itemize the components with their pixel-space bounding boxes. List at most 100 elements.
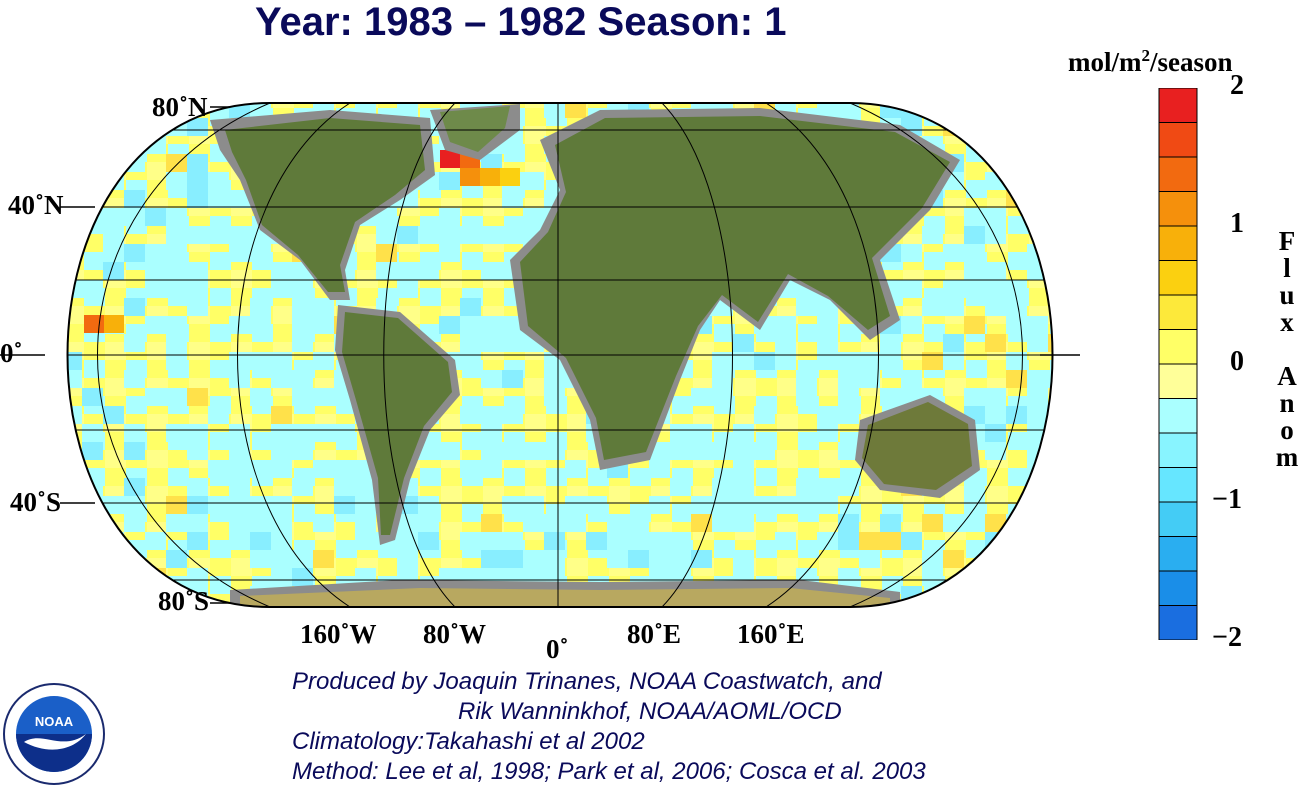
ocean-cell xyxy=(1006,406,1027,424)
ocean-cell xyxy=(439,226,460,244)
ocean-cell xyxy=(103,262,124,280)
ocean-cell xyxy=(82,118,103,136)
ocean-cell xyxy=(1069,334,1090,352)
ocean-cell xyxy=(838,370,859,388)
ocean-cell xyxy=(775,352,796,370)
ocean-cell xyxy=(208,496,229,514)
ocean-cell xyxy=(607,550,628,568)
colorbar-title-letter: F xyxy=(1278,226,1296,256)
colorbar-segment xyxy=(1158,122,1198,158)
ocean-cell xyxy=(1006,568,1027,586)
ocean-cell xyxy=(817,334,838,352)
ocean-cell xyxy=(544,388,565,406)
colorbar-title-letter: o xyxy=(1280,415,1294,445)
ocean-cell xyxy=(670,532,691,550)
ocean-cell xyxy=(523,208,544,226)
colorbar-segment xyxy=(1158,432,1198,468)
ocean-cell xyxy=(481,424,502,442)
ocean-cell xyxy=(880,532,901,550)
ocean-cell xyxy=(187,280,208,298)
ocean-cell xyxy=(40,298,61,316)
ocean-cell xyxy=(670,550,691,568)
ocean-cell xyxy=(1006,532,1027,550)
north-america-land xyxy=(225,118,425,292)
ocean-cell xyxy=(166,262,187,280)
ocean-cell xyxy=(712,514,733,532)
colorbar-title-letter: n xyxy=(1279,388,1295,418)
colorbar-segment xyxy=(1158,329,1198,365)
ocean-cell xyxy=(754,406,775,424)
ocean-cell xyxy=(817,352,838,370)
ocean-cell xyxy=(82,442,103,460)
greenland-land xyxy=(440,106,510,152)
ocean-cell xyxy=(145,244,166,262)
ocean-cell xyxy=(817,406,838,424)
ocean-cell xyxy=(103,550,124,568)
colorbar-tick-0: 0 xyxy=(1230,346,1244,377)
ocean-cell xyxy=(271,496,292,514)
ocean-cell xyxy=(1048,226,1053,244)
units-tail: /season xyxy=(1150,47,1233,77)
ocean-cell xyxy=(187,496,208,514)
logo-text: NOAA xyxy=(35,714,74,729)
colorbar xyxy=(1158,88,1198,640)
ocean-cell xyxy=(166,280,187,298)
ocean-hotspot-cell xyxy=(480,168,500,186)
ocean-cell xyxy=(880,334,901,352)
ocean-cell xyxy=(1006,604,1027,607)
ocean-cell xyxy=(82,280,103,298)
ocean-cell xyxy=(292,442,313,460)
ocean-cell xyxy=(229,496,250,514)
ocean-cell xyxy=(796,478,817,496)
ocean-cell xyxy=(271,550,292,568)
ocean-cell xyxy=(229,352,250,370)
lon-label-160e: 160˚E xyxy=(737,619,805,649)
ocean-cell xyxy=(649,460,670,478)
ocean-cell xyxy=(40,172,61,190)
ocean-cell xyxy=(544,532,565,550)
ocean-cell xyxy=(82,568,103,586)
ocean-cell xyxy=(40,244,61,262)
ocean-cell xyxy=(1069,316,1090,334)
ocean-cell xyxy=(250,352,271,370)
ocean-cell xyxy=(754,442,775,460)
ocean-cell xyxy=(1027,550,1048,568)
ocean-cell xyxy=(985,280,1006,298)
lat-label-80n: 80˚N xyxy=(152,92,208,122)
ocean-cell xyxy=(292,424,313,442)
ocean-cell xyxy=(229,424,250,442)
ocean-cell xyxy=(502,532,523,550)
ocean-cell xyxy=(166,496,187,514)
ocean-cell xyxy=(271,424,292,442)
ocean-cell xyxy=(229,478,250,496)
ocean-cell xyxy=(376,226,397,244)
units-sup: 2 xyxy=(1141,46,1151,65)
ocean-cell xyxy=(124,190,145,208)
ocean-cell xyxy=(124,208,145,226)
ocean-cell xyxy=(1027,514,1048,532)
ocean-cell xyxy=(40,568,61,586)
ocean-cell xyxy=(1069,262,1090,280)
ocean-cell xyxy=(355,568,376,586)
ocean-cell xyxy=(817,496,838,514)
ocean-cell xyxy=(103,604,124,607)
lon-label-80e: 80˚E xyxy=(627,619,681,649)
colorbar-segment xyxy=(1158,191,1198,227)
colorbar-segment xyxy=(1158,467,1198,503)
ocean-cell xyxy=(187,190,208,208)
ocean-cell xyxy=(1027,103,1048,118)
colorbar-segment xyxy=(1158,536,1198,572)
ocean-cell xyxy=(103,226,124,244)
ocean-cell xyxy=(166,172,187,190)
ocean-cell xyxy=(397,514,418,532)
ocean-cell xyxy=(313,388,334,406)
colorbar-units: mol/m2/season xyxy=(1068,46,1233,78)
ocean-cell xyxy=(82,388,103,406)
ocean-cell xyxy=(1048,496,1053,514)
lon-label-0: 0˚ xyxy=(546,634,569,664)
ocean-cell xyxy=(502,136,523,154)
ocean-cell xyxy=(502,370,523,388)
ocean-cell xyxy=(1069,388,1090,406)
ocean-cell xyxy=(208,172,229,190)
ocean-cell xyxy=(124,496,145,514)
